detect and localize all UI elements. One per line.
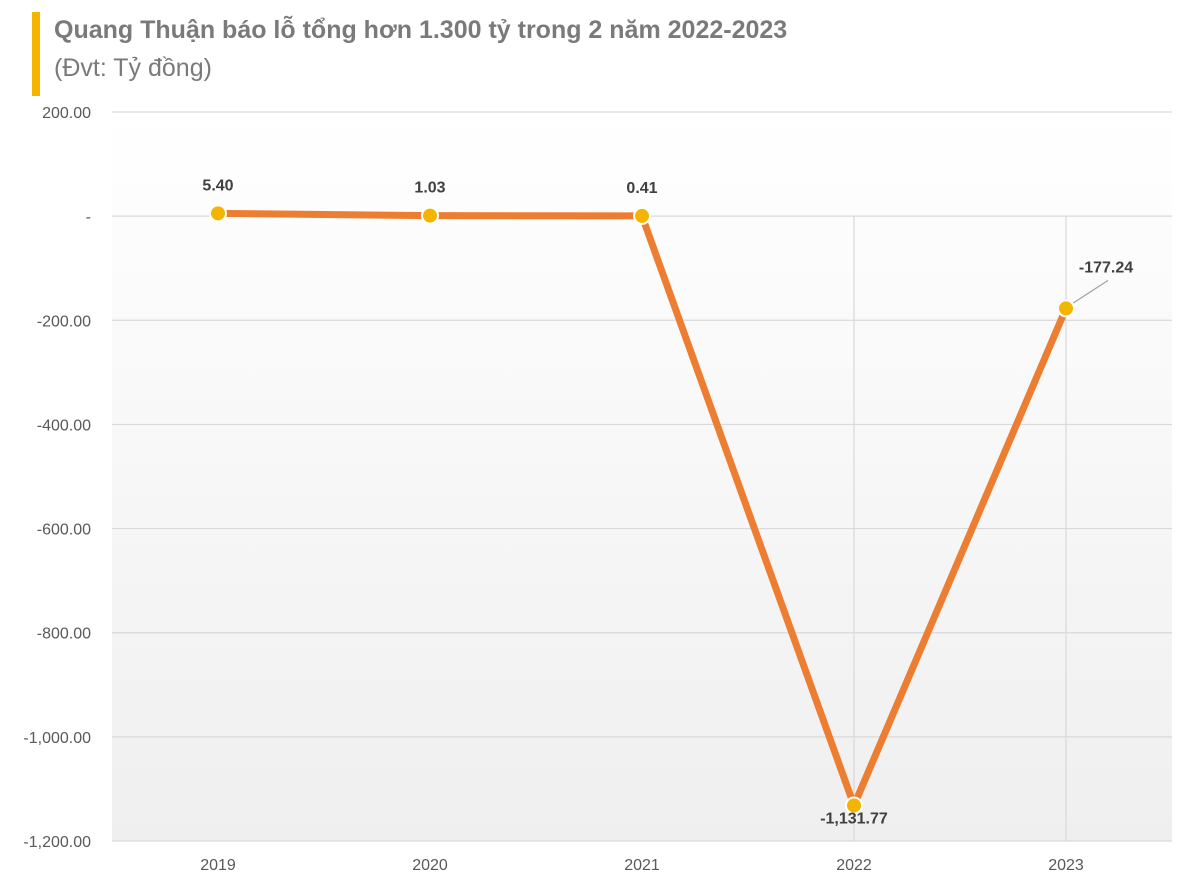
y-tick-label: -600.00 <box>37 522 91 539</box>
y-tick-label: 200.00 <box>42 105 91 122</box>
data-point-2023 <box>1057 299 1075 318</box>
title-accent-bar <box>32 12 40 96</box>
data-labels: 5.40 1.03 0.41 -1,131.77 -177.24 <box>202 177 1133 827</box>
y-tick-label: -400.00 <box>37 417 91 434</box>
data-label-leader <box>1070 279 1109 305</box>
chart-title: Quang Thuận báo lỗ tổng hơn 1.300 tỷ tro… <box>54 16 788 44</box>
data-point-2021 <box>633 206 651 225</box>
series-line-group <box>209 204 1109 815</box>
data-point-2019 <box>209 204 227 223</box>
data-point-2020 <box>421 206 439 225</box>
x-tick-label: 2022 <box>836 857 872 874</box>
x-tick-label: 2020 <box>412 857 448 874</box>
data-point-2022 <box>845 796 863 815</box>
data-label-2023: -177.24 <box>1079 259 1133 276</box>
y-tick-label: -800.00 <box>37 626 91 643</box>
x-tick-label: 2019 <box>200 857 236 874</box>
data-label-2022: -1,131.77 <box>820 810 888 827</box>
x-tick-label: 2023 <box>1048 857 1084 874</box>
x-axis-ticks: 2019 2020 2021 2022 2023 <box>200 857 1084 874</box>
y-tick-label: -1,000.00 <box>23 730 91 747</box>
y-tick-label: - <box>86 209 91 226</box>
data-label-2021: 0.41 <box>626 180 657 197</box>
y-tick-label: -200.00 <box>37 313 91 330</box>
y-tick-label: -1,200.00 <box>23 834 91 851</box>
x-tick-label: 2021 <box>624 857 660 874</box>
chart-subtitle: (Đvt: Tỷ đồng) <box>54 54 212 82</box>
data-label-2020: 1.03 <box>414 180 445 197</box>
gridlines <box>112 111 1172 842</box>
y-axis-ticks: 200.00 - -200.00 -400.00 -600.00 -800.00 -1,00… <box>23 105 91 851</box>
data-label-2019: 5.40 <box>202 177 233 194</box>
